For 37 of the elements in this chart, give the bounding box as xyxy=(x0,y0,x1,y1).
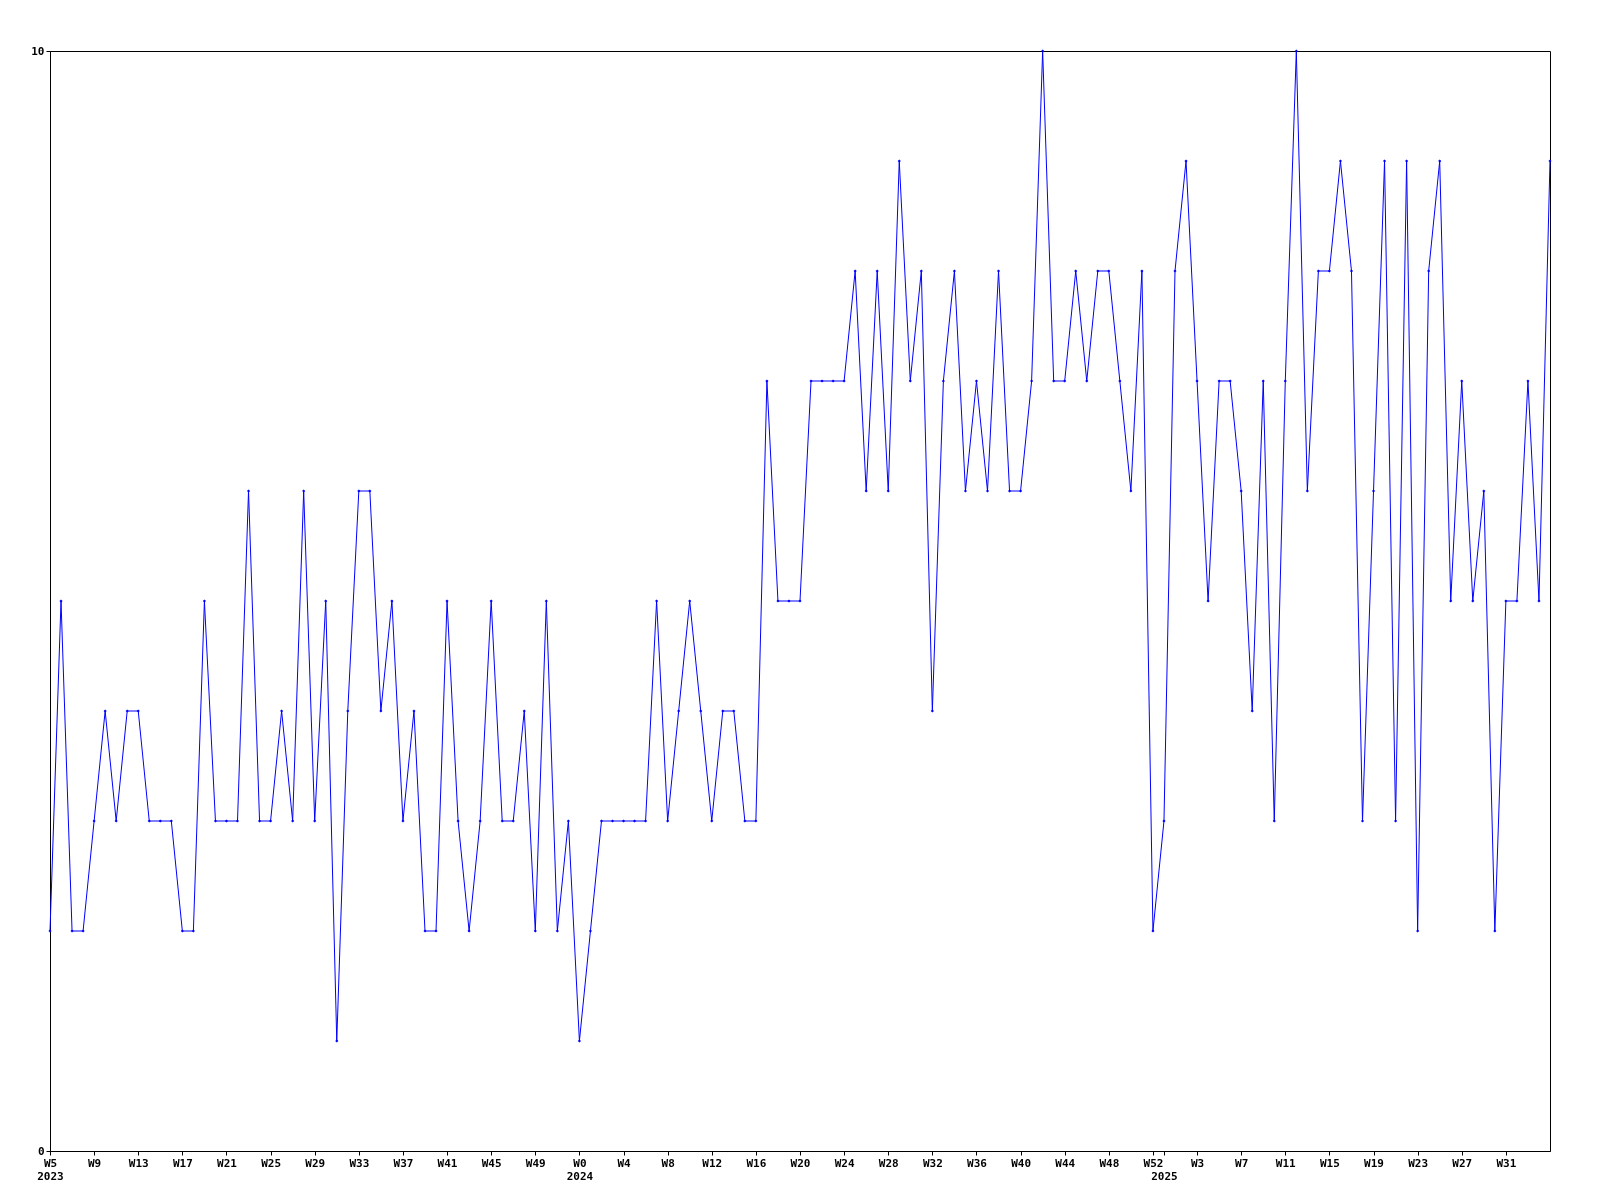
x-tick-label: W7 xyxy=(1235,1156,1249,1170)
x-tick-label: W4 xyxy=(617,1156,632,1170)
x-tick-label: W44 xyxy=(1055,1156,1076,1170)
x-tick-label: W27 xyxy=(1452,1156,1473,1170)
x-tick-label: W21 xyxy=(217,1156,238,1170)
x-tick-label: W41 xyxy=(437,1156,458,1170)
x-tick-label: W31 xyxy=(1496,1156,1517,1170)
x-tick-label: W32 xyxy=(922,1156,943,1170)
x-tick-label: W29 xyxy=(305,1156,326,1170)
x-tick-label: W9 xyxy=(87,1156,102,1170)
x-tick-label: W23 xyxy=(1408,1156,1429,1170)
x-tick-label: W37 xyxy=(393,1156,414,1170)
x-tick-label: W16 xyxy=(746,1156,767,1170)
x-tick-label: W15 xyxy=(1319,1156,1340,1170)
x-tick-label: W8 xyxy=(661,1156,675,1170)
x-tick-label: W36 xyxy=(967,1156,988,1170)
x-tick-label: W48 xyxy=(1099,1156,1120,1170)
x-tick-label: W12 xyxy=(702,1156,723,1170)
x-tick-label: W45 xyxy=(481,1156,502,1170)
x-tick-label: W5 2023 xyxy=(37,1156,64,1183)
x-tick-label: W17 xyxy=(172,1156,193,1170)
x-tick-label: W24 xyxy=(834,1156,855,1170)
x-tick-label: 2025 xyxy=(1151,1169,1178,1183)
x-tick-label: W33 xyxy=(349,1156,370,1170)
x-tick-label: W0 2024 xyxy=(566,1156,594,1183)
x-tick-label: W20 xyxy=(790,1156,811,1170)
x-tick-label: W49 xyxy=(525,1156,546,1170)
x-tick-label: W19 xyxy=(1364,1156,1384,1170)
y-tick-label: 0 xyxy=(37,1144,45,1158)
x-tick-label: W11 xyxy=(1275,1156,1297,1170)
x-tick-label: W28 xyxy=(878,1156,899,1170)
x-tick-label: W3 xyxy=(1190,1156,1205,1170)
y-tick-label: 10 xyxy=(31,44,45,58)
x-tick-label: W40 xyxy=(1011,1156,1032,1170)
x-tick-label: W52 xyxy=(1143,1156,1164,1170)
x-tick-label: W13 xyxy=(128,1156,149,1170)
x-tick-label: W25 xyxy=(261,1156,282,1170)
